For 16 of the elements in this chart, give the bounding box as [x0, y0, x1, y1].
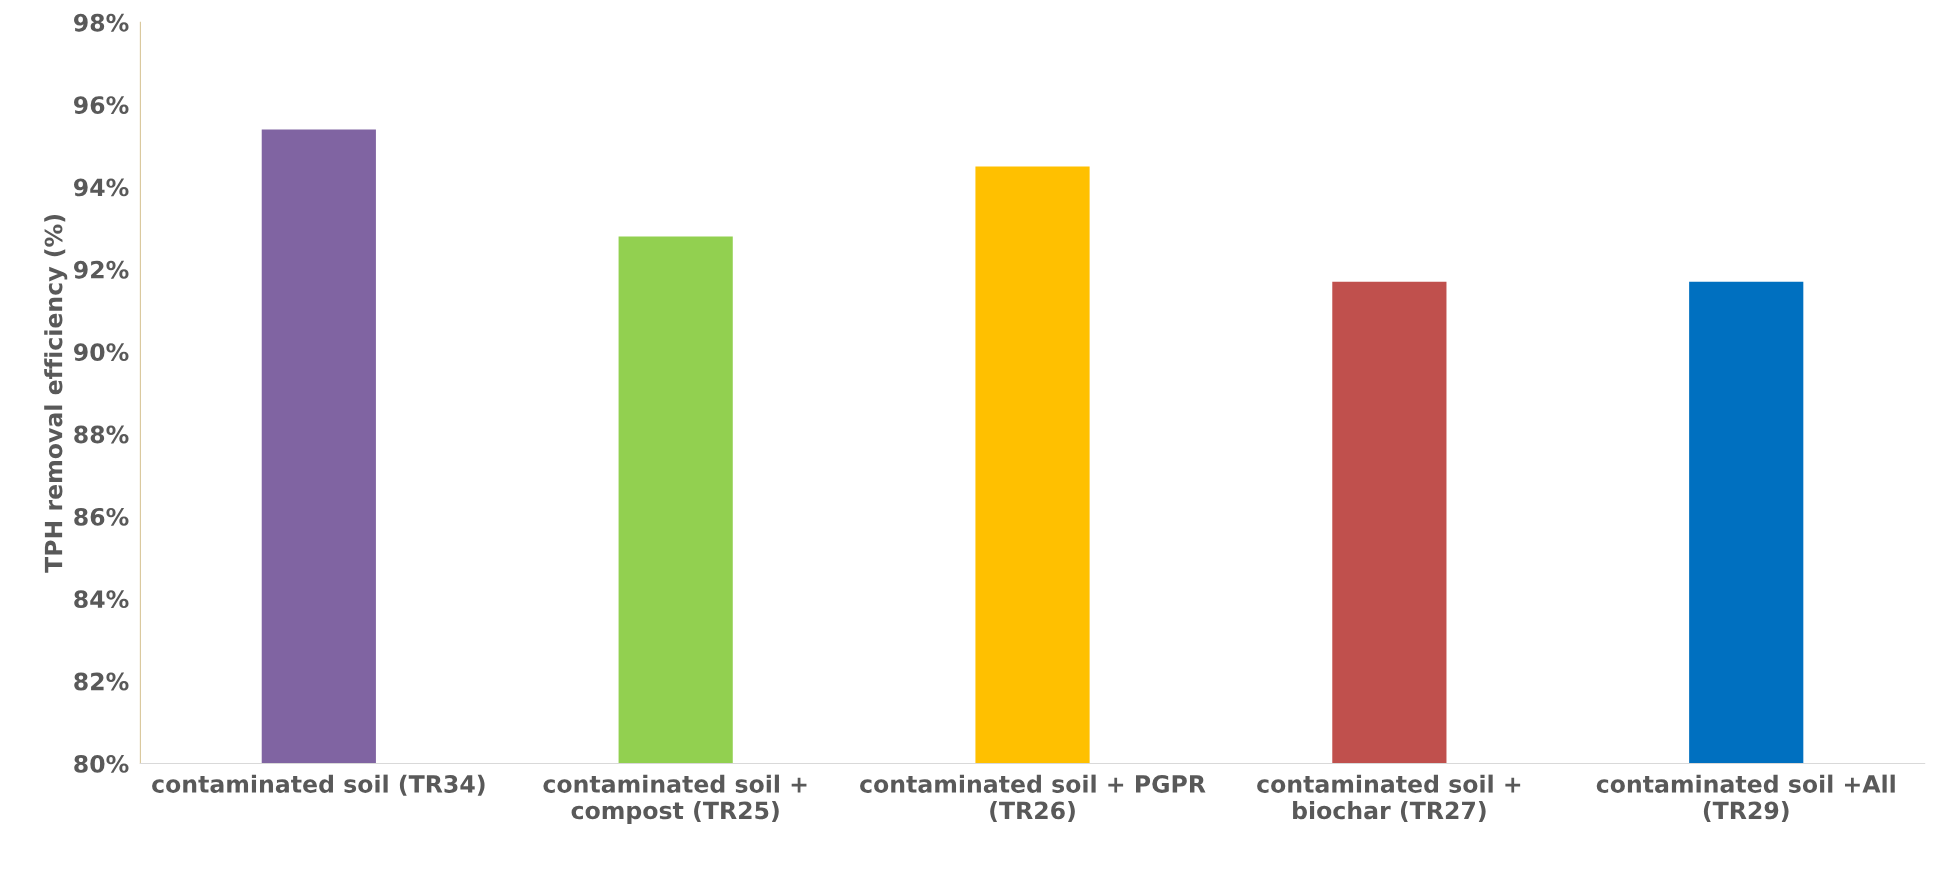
x-tick-label: contaminated soil + PGPR (TR26) — [860, 774, 1206, 823]
y-tick-label: 98% — [73, 13, 129, 32]
y-tick-label: 88% — [74, 425, 129, 444]
y-tick-label: 90% — [73, 343, 129, 362]
x-tick-label: contaminated soil +All (TR29) — [1596, 774, 1895, 823]
x-tick-label: contaminated soil (TR34) — [152, 774, 485, 796]
y-tick-label: 84% — [74, 590, 129, 609]
y-tick-label: 96% — [73, 96, 129, 114]
y-tick-label: 86% — [74, 507, 129, 526]
x-tick-label: contaminated soil + compost (TR25) — [543, 774, 807, 824]
y-axis-title: TPH removal efficiency (%) — [44, 214, 68, 573]
y-tick-label: 80% — [74, 754, 129, 773]
x-tick-label: contaminated soil + biochar (TR27) — [1257, 774, 1521, 823]
y-tick-label: 92% — [73, 260, 129, 279]
y-tick-label: 82% — [74, 672, 129, 691]
y-tick-label: 94% — [73, 178, 129, 197]
